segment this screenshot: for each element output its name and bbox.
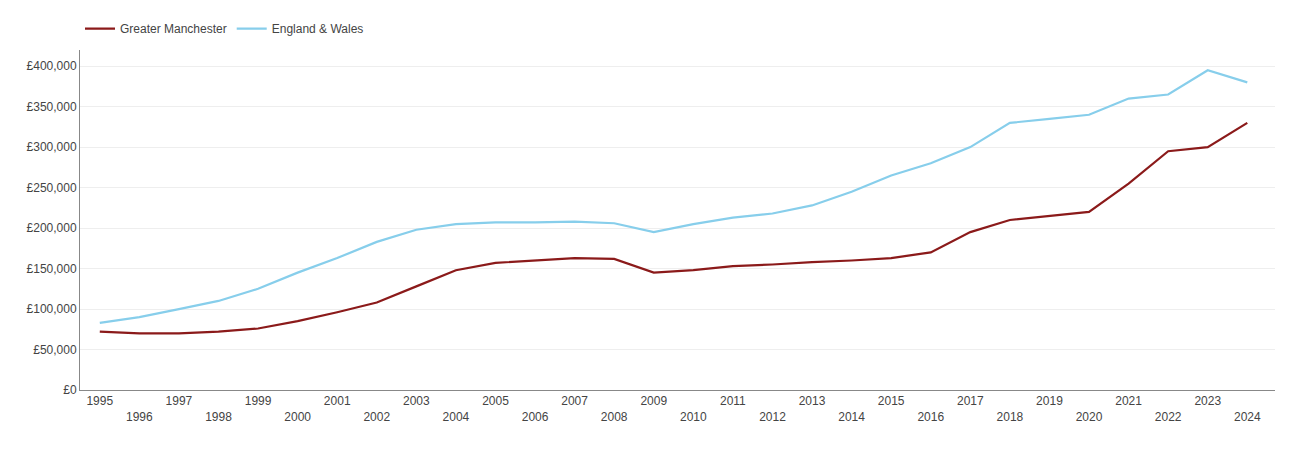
svg-text:2017: 2017 <box>957 394 984 408</box>
svg-text:2012: 2012 <box>759 410 786 424</box>
svg-text:2020: 2020 <box>1076 410 1103 424</box>
svg-text:2004: 2004 <box>443 410 470 424</box>
svg-text:2022: 2022 <box>1155 410 1182 424</box>
svg-text:1995: 1995 <box>86 394 113 408</box>
svg-text:2001: 2001 <box>324 394 351 408</box>
svg-text:1996: 1996 <box>126 410 153 424</box>
svg-text:2015: 2015 <box>878 394 905 408</box>
svg-text:2021: 2021 <box>1115 394 1142 408</box>
svg-text:£300,000: £300,000 <box>27 140 77 154</box>
svg-text:2016: 2016 <box>917 410 944 424</box>
svg-text:£200,000: £200,000 <box>27 221 77 235</box>
svg-text:£50,000: £50,000 <box>33 343 77 357</box>
svg-text:2002: 2002 <box>363 410 390 424</box>
svg-text:Greater Manchester: Greater Manchester <box>120 22 227 36</box>
svg-text:2006: 2006 <box>522 410 549 424</box>
svg-text:£400,000: £400,000 <box>27 59 77 73</box>
svg-text:£0: £0 <box>63 383 77 397</box>
svg-text:£350,000: £350,000 <box>27 100 77 114</box>
svg-text:1997: 1997 <box>166 394 193 408</box>
svg-text:2008: 2008 <box>601 410 628 424</box>
svg-text:2019: 2019 <box>1036 394 1063 408</box>
svg-text:2005: 2005 <box>482 394 509 408</box>
svg-text:1999: 1999 <box>245 394 272 408</box>
svg-text:2018: 2018 <box>997 410 1024 424</box>
svg-text:2000: 2000 <box>284 410 311 424</box>
svg-text:2009: 2009 <box>640 394 667 408</box>
svg-text:£100,000: £100,000 <box>27 302 77 316</box>
svg-text:£250,000: £250,000 <box>27 181 77 195</box>
svg-text:2023: 2023 <box>1194 394 1221 408</box>
svg-text:2007: 2007 <box>561 394 588 408</box>
svg-text:2003: 2003 <box>403 394 430 408</box>
svg-text:2010: 2010 <box>680 410 707 424</box>
svg-text:1998: 1998 <box>205 410 232 424</box>
svg-text:2014: 2014 <box>838 410 865 424</box>
svg-text:2013: 2013 <box>799 394 826 408</box>
svg-text:2024: 2024 <box>1234 410 1261 424</box>
svg-text:£150,000: £150,000 <box>27 262 77 276</box>
svg-text:England & Wales: England & Wales <box>272 22 364 36</box>
svg-text:2011: 2011 <box>720 394 746 408</box>
